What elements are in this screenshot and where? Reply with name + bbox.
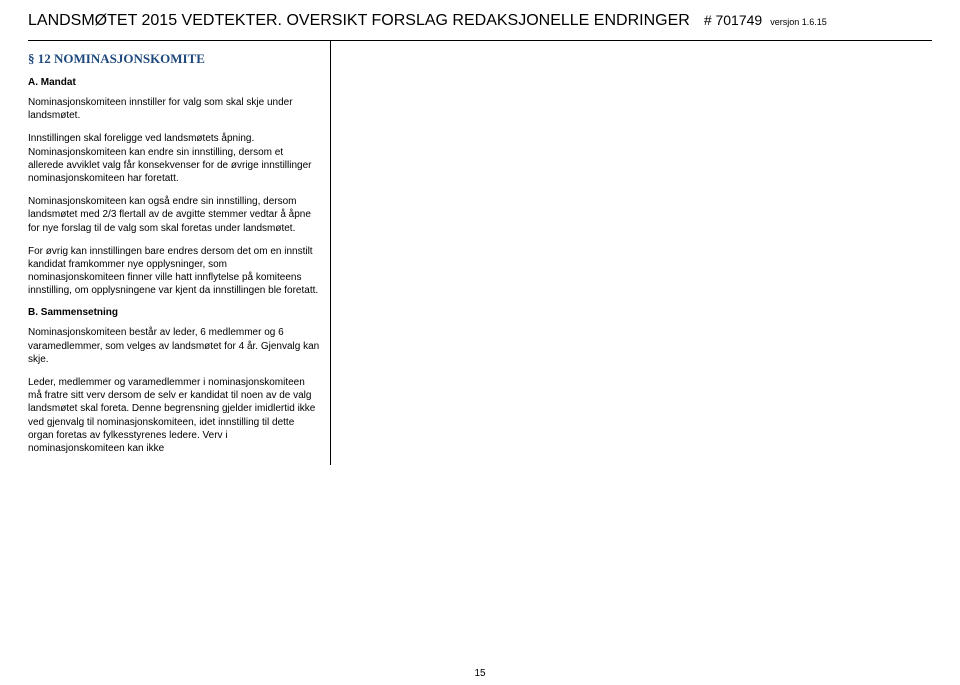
subheading-a: A. Mandat bbox=[28, 77, 320, 88]
page-number: 15 bbox=[0, 668, 960, 679]
header-docid: # 701749 bbox=[704, 12, 762, 28]
paragraph: For øvrig kan innstillingen bare endres … bbox=[28, 245, 320, 298]
header-title: LANDSMØTET 2015 VEDTEKTER. OVERSIKT FORS… bbox=[28, 12, 690, 30]
paragraph: Leder, medlemmer og varamedlemmer i nomi… bbox=[28, 376, 320, 455]
paragraph: Nominasjonskomiteen kan også endre sin i… bbox=[28, 195, 320, 235]
left-column: § 12 NOMINASJONSKOMITE A. Mandat Nominas… bbox=[28, 41, 331, 466]
page-header: LANDSMØTET 2015 VEDTEKTER. OVERSIKT FORS… bbox=[28, 12, 932, 30]
header-version: versjon 1.6.15 bbox=[770, 17, 827, 27]
paragraph: Nominasjonskomiteen består av leder, 6 m… bbox=[28, 326, 320, 366]
right-column bbox=[331, 41, 932, 466]
paragraph: Innstillingen skal foreligge ved landsmø… bbox=[28, 132, 320, 185]
subheading-b: B. Sammensetning bbox=[28, 307, 320, 318]
section-heading: § 12 NOMINASJONSKOMITE bbox=[28, 51, 320, 67]
content-table: § 12 NOMINASJONSKOMITE A. Mandat Nominas… bbox=[28, 40, 932, 465]
paragraph: Nominasjonskomiteen innstiller for valg … bbox=[28, 96, 320, 122]
